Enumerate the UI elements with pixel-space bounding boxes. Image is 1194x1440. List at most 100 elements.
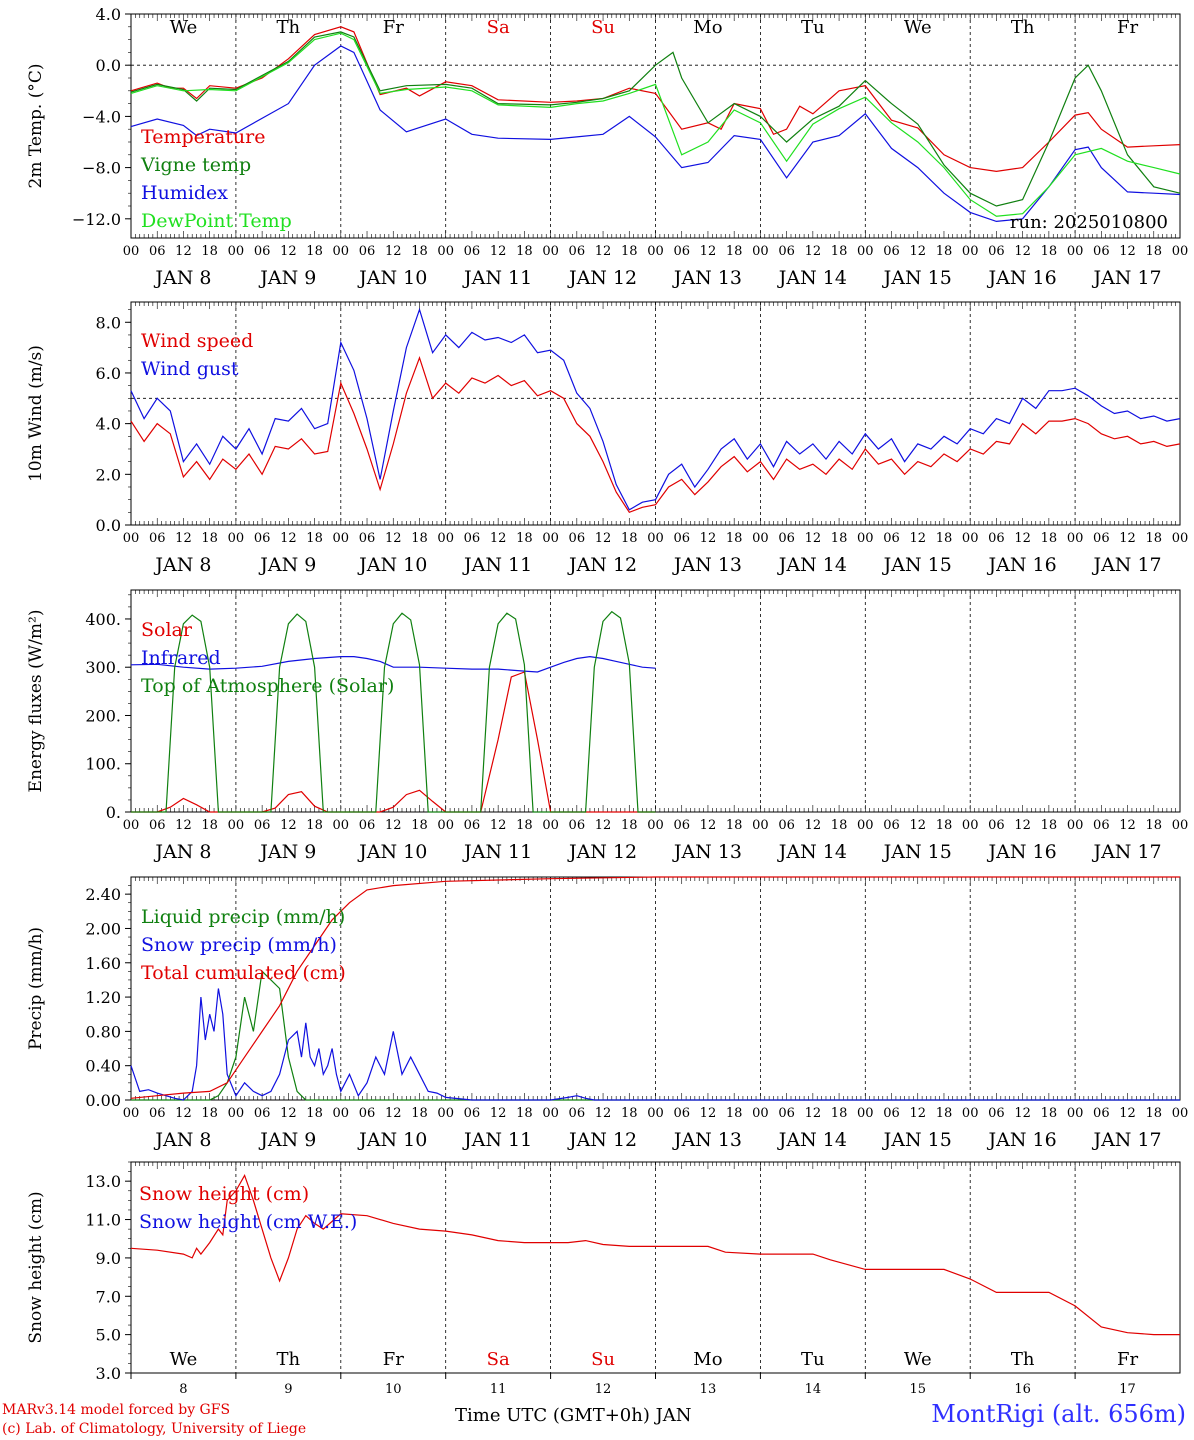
hour-tick-label: 18 xyxy=(936,531,953,546)
hour-tick-label: 00 xyxy=(1067,531,1084,546)
date-label: JAN 11 xyxy=(462,554,532,576)
date-label: JAN 10 xyxy=(357,1129,427,1151)
hour-tick-label: 12 xyxy=(1119,1106,1136,1121)
hour-tick-label: 12 xyxy=(1119,244,1136,259)
weekday-label: Mo xyxy=(693,17,722,38)
date-label: JAN 11 xyxy=(462,841,532,863)
legend-entry: Snow height (cm) xyxy=(139,1183,309,1205)
hour-tick-label: 12 xyxy=(909,244,926,259)
y-tick-label: 2.0 xyxy=(96,465,121,484)
hour-tick-label: 06 xyxy=(149,244,166,259)
hour-tick-label: 12 xyxy=(385,531,402,546)
hour-tick-label: 06 xyxy=(464,1106,481,1121)
hour-tick-label: 06 xyxy=(1093,244,1110,259)
date-label: JAN 8 xyxy=(153,841,211,863)
hour-tick-label: 06 xyxy=(1093,818,1110,833)
hour-tick-label: 00 xyxy=(333,1106,350,1121)
hour-tick-label: 12 xyxy=(595,1106,612,1121)
hour-tick-label: 12 xyxy=(280,244,297,259)
y-tick-label: 0.0 xyxy=(96,56,121,75)
hour-tick-label: 00 xyxy=(228,531,245,546)
date-label: JAN 9 xyxy=(258,554,316,576)
hour-tick-label: 06 xyxy=(464,244,481,259)
hour-tick-label: 06 xyxy=(254,244,271,259)
hour-tick-label: 12 xyxy=(385,818,402,833)
date-label: JAN 13 xyxy=(672,841,742,863)
legend-entry: Wind gust xyxy=(141,358,239,380)
y-tick-label: 0. xyxy=(106,803,121,822)
y-axis-label: 2m Temp. (°C) xyxy=(26,63,46,188)
series-line xyxy=(130,988,1180,1101)
series-line xyxy=(130,31,1181,207)
y-axis-label: Energy fluxes (W/m²) xyxy=(26,610,46,793)
hour-tick-label: 00 xyxy=(542,531,559,546)
series-line xyxy=(130,355,1181,514)
weekday-label: Tu xyxy=(801,1349,825,1370)
hour-tick-label: 12 xyxy=(1014,244,1031,259)
hour-tick-label: 06 xyxy=(464,818,481,833)
hour-tick-label: 00 xyxy=(962,818,979,833)
weekday-label: Su xyxy=(591,1349,615,1370)
hour-tick-label: 18 xyxy=(1146,818,1163,833)
date-label: JAN 13 xyxy=(672,267,742,289)
hour-tick-label: 06 xyxy=(359,244,376,259)
hour-tick-label: 00 xyxy=(1172,531,1189,546)
date-label: JAN 17 xyxy=(1091,267,1161,289)
hour-tick-label: 06 xyxy=(359,1106,376,1121)
date-label: JAN 15 xyxy=(882,1129,952,1151)
hour-tick-label: 00 xyxy=(1067,818,1084,833)
hour-tick-label: 00 xyxy=(857,244,874,259)
weekday-label: We xyxy=(904,17,932,38)
series-line xyxy=(131,610,656,813)
legend-entry: Humidex xyxy=(141,182,228,204)
y-tick-label: 2.40 xyxy=(85,885,121,904)
date-label: JAN 11 xyxy=(462,1129,532,1151)
day-number: 17 xyxy=(1119,1382,1136,1397)
hour-tick-label: 12 xyxy=(805,1106,822,1121)
hour-tick-label: 00 xyxy=(333,531,350,546)
date-label: JAN 10 xyxy=(357,841,427,863)
day-number: 16 xyxy=(1014,1382,1031,1397)
hour-tick-label: 12 xyxy=(490,244,507,259)
date-label: JAN 14 xyxy=(777,841,847,863)
hour-tick-label: 00 xyxy=(437,244,454,259)
hour-tick-label: 18 xyxy=(1146,1106,1163,1121)
hour-tick-label: 12 xyxy=(805,244,822,259)
hour-tick-label: 06 xyxy=(149,531,166,546)
hour-tick-label: 00 xyxy=(123,244,140,259)
date-label: JAN 17 xyxy=(1091,554,1161,576)
y-tick-label: 1.20 xyxy=(85,988,121,1007)
hour-tick-label: 12 xyxy=(595,244,612,259)
hour-tick-label: 00 xyxy=(542,1106,559,1121)
weekday-label: Fr xyxy=(1117,1349,1138,1370)
hour-tick-label: 00 xyxy=(647,244,664,259)
legend-entry: Snow precip (mm/h) xyxy=(141,934,337,956)
hour-tick-label: 00 xyxy=(228,1106,245,1121)
hour-tick-label: 18 xyxy=(411,531,428,546)
y-tick-label: 3.0 xyxy=(96,1364,121,1383)
hour-tick-label: 06 xyxy=(569,818,586,833)
hour-tick-label: 00 xyxy=(752,1106,769,1121)
y-axis-label: Precip (mm/h) xyxy=(26,927,46,1050)
hour-tick-label: 18 xyxy=(1041,1106,1058,1121)
hour-tick-label: 00 xyxy=(1067,244,1084,259)
hour-tick-label: 12 xyxy=(909,1106,926,1121)
hour-tick-label: 18 xyxy=(201,818,218,833)
legend-entry: Top of Atmosphere (Solar) xyxy=(141,675,394,697)
hour-tick-label: 00 xyxy=(228,818,245,833)
y-tick-label: −12.0 xyxy=(72,210,121,229)
hour-tick-label: 06 xyxy=(254,1106,271,1121)
legend-entry: Solar xyxy=(141,619,193,641)
hour-tick-label: 18 xyxy=(621,818,638,833)
legend-entry: Vigne temp xyxy=(140,154,251,176)
hour-tick-label: 18 xyxy=(1041,244,1058,259)
hour-tick-label: 18 xyxy=(831,531,848,546)
hour-tick-label: 12 xyxy=(1119,531,1136,546)
hour-tick-label: 12 xyxy=(805,531,822,546)
day-number: 9 xyxy=(284,1382,292,1397)
date-label: JAN 9 xyxy=(258,1129,316,1151)
day-number: 14 xyxy=(805,1382,822,1397)
legend-entry: Wind speed xyxy=(141,330,253,352)
hour-tick-label: 12 xyxy=(490,818,507,833)
